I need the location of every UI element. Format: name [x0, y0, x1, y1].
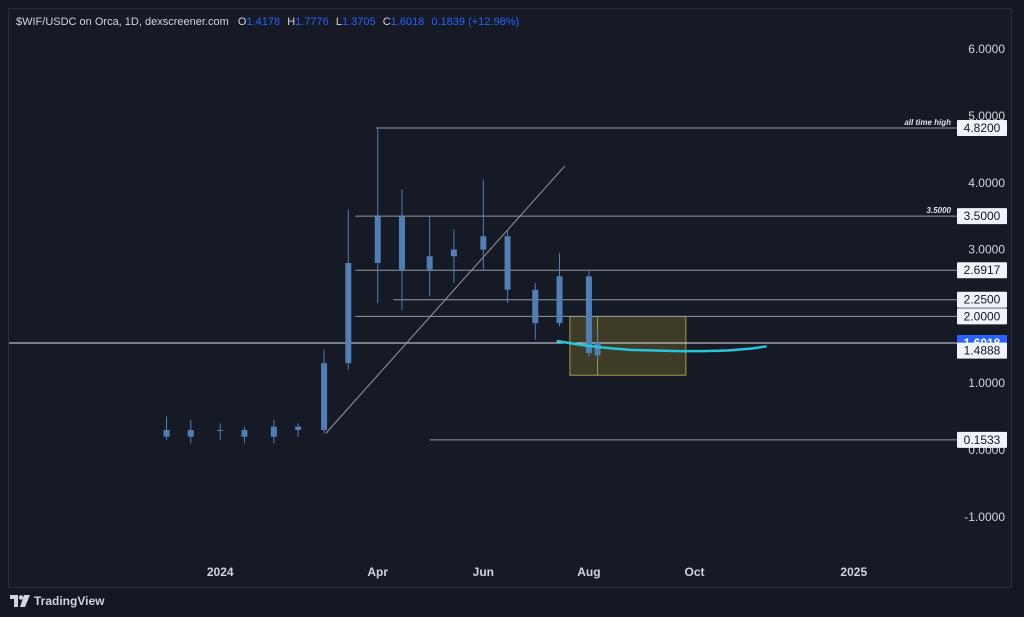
price-label-bg: [957, 262, 1007, 279]
candle-body: [594, 343, 601, 356]
price-label-text: 3.5000: [964, 209, 1001, 223]
ohlc-open-value: 1.4178: [246, 16, 281, 28]
y-tick-label: 3.0000: [968, 243, 1005, 257]
trendline: [325, 165, 566, 434]
price-label-bg: [957, 342, 1007, 359]
price-label-bg: [957, 431, 1007, 448]
candle-body: [270, 426, 277, 437]
price-label-text: 0.1533: [964, 433, 1001, 447]
price-label: 2.6917: [957, 262, 1007, 279]
ohlc-close-key: C: [382, 16, 391, 28]
candle-body: [532, 289, 539, 324]
candle-body: [374, 216, 381, 263]
price-label: 0.1533: [957, 431, 1007, 448]
candle-body: [556, 276, 563, 324]
candle-body: [321, 363, 328, 431]
candle-body: [217, 430, 224, 432]
candle-body: [345, 262, 352, 364]
price-label: 4.8200: [957, 119, 1007, 136]
candle-body: [187, 430, 194, 437]
price-label-text: 1.4888: [964, 344, 1001, 358]
candle-body: [398, 216, 405, 270]
price-label-text: 4.8200: [964, 121, 1001, 135]
chart-legend: $WIF/USDC on Orca, 1D, dexscreener.com O…: [16, 16, 519, 28]
candle-body: [241, 430, 248, 437]
candle-body: [480, 236, 487, 250]
ohlc-open-key: O: [237, 16, 247, 28]
ohlc-low-key: L: [335, 16, 342, 28]
x-tick-label: 2025: [840, 565, 867, 579]
price-label-text: 2.6917: [964, 263, 1001, 277]
tradingview-logo-icon: [10, 595, 30, 607]
level-annotation: all time high: [904, 118, 951, 127]
y-tick-label: 6.0000: [968, 42, 1005, 56]
price-label-bg: [957, 208, 1007, 225]
y-tick-label: -1.0000: [964, 510, 1005, 524]
price-label-bg: [957, 308, 1007, 325]
price-chart[interactable]: 6.00005.00004.00003.00002.00001.00000.00…: [9, 9, 1011, 587]
candle-body: [585, 276, 592, 354]
x-tick-label: 2024: [207, 565, 234, 579]
y-tick-label: 4.0000: [968, 176, 1005, 190]
candle-body: [504, 236, 511, 290]
price-label-bg: [957, 291, 1007, 308]
price-label: 3.5000: [957, 208, 1007, 225]
price-label-bg: [957, 119, 1007, 136]
symbol-title: $WIF/USDC on Orca, 1D, dexscreener.com: [16, 16, 229, 28]
x-tick-label: Aug: [577, 565, 600, 579]
y-tick-label: 1.0000: [968, 376, 1005, 390]
price-label-text: 2.0000: [964, 309, 1001, 323]
level-annotation: 3.5000: [927, 206, 952, 215]
candle-body: [426, 256, 433, 270]
x-tick-label: Apr: [367, 565, 388, 579]
ohlc-close-value: 1.6018: [390, 16, 425, 28]
projection-curve: [556, 339, 767, 353]
x-tick-label: Oct: [685, 565, 705, 579]
chart-frame[interactable]: 6.00005.00004.00003.00002.00001.00000.00…: [8, 8, 1012, 588]
price-label: 2.0000: [957, 308, 1007, 325]
candle-body: [295, 426, 302, 431]
footer: TradingView: [10, 594, 104, 608]
ohlc-high-key: H: [287, 16, 296, 28]
x-tick-label: Jun: [473, 565, 494, 579]
price-label: 1.4888: [957, 342, 1007, 359]
y-tick-label: 5.0000: [968, 109, 1005, 123]
price-change: 0.1839 (+12.98%): [431, 16, 520, 28]
price-label-text: 2.2500: [964, 293, 1001, 307]
candle-body: [163, 430, 170, 437]
ohlc-low-value: 1.3705: [341, 16, 376, 28]
price-label: 2.2500: [957, 291, 1007, 308]
tradingview-brand: TradingView: [34, 594, 105, 608]
candle-body: [450, 249, 457, 257]
ohlc-high-value: 1.7776: [295, 16, 329, 28]
